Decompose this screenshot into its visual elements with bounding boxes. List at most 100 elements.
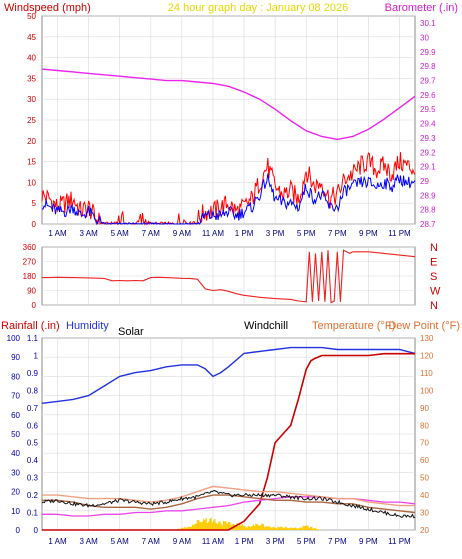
- x-tick-label: 5 PM: [297, 537, 316, 546]
- wind-y-tick: 50: [27, 12, 36, 21]
- barometer-y-tick: 28.8: [420, 206, 436, 215]
- x-tick-label: 11 AM: [202, 229, 224, 238]
- x-tick-label: 3 PM: [266, 229, 285, 238]
- compass-label: E: [430, 257, 437, 269]
- x-tick-label: 9 AM: [173, 229, 192, 238]
- rain-y-tick: 0.6: [27, 421, 39, 430]
- humidity-line: [41, 346, 416, 404]
- windchill-line: [41, 489, 416, 519]
- x-tick-label: 5 AM: [111, 229, 130, 238]
- barometer-y-tick: 30: [420, 34, 429, 43]
- barometer-y-tick: 29.3: [420, 134, 436, 143]
- wind-y-tick: 10: [27, 178, 36, 187]
- temperature-y-tick: 40: [420, 491, 429, 500]
- temperature-y-tick: 50: [420, 474, 429, 483]
- temperature-line: [42, 485, 415, 507]
- barometer-y-tick: 28.9: [420, 191, 436, 200]
- temperature-label: Temperature (°F): [312, 320, 395, 332]
- direction-y-tick: 0: [32, 301, 37, 310]
- rain-y-tick: 1: [34, 351, 39, 360]
- temperature-y-tick: 70: [420, 439, 429, 448]
- rainfall-line: [42, 352, 415, 531]
- x-tick-label: 11 AM: [202, 537, 224, 546]
- windspeed-axis-title: Windspeed (mph): [4, 2, 91, 14]
- rain-y-tick: 0.8: [27, 386, 39, 395]
- humidity-y-tick: 30: [11, 468, 20, 477]
- rain-y-tick: 0.5: [27, 439, 39, 448]
- humidity-y-tick: 0: [16, 526, 21, 535]
- barometer-y-tick: 29: [420, 177, 429, 186]
- rainfall-label: Rainfall (.in): [1, 320, 60, 332]
- direction-y-tick: 360: [23, 243, 37, 252]
- humidity-y-tick: 80: [11, 372, 20, 381]
- temperature-y-tick: 90: [420, 404, 429, 413]
- x-tick-label: 9 AM: [173, 537, 192, 546]
- temperature-y-tick: 120: [420, 351, 434, 360]
- temperature-y-tick: 100: [420, 386, 434, 395]
- barometer-y-tick: 29.6: [420, 91, 436, 100]
- x-tick-label: 11 PM: [388, 537, 411, 546]
- wind-y-tick: 25: [27, 116, 36, 125]
- direction-y-tick: 270: [23, 258, 37, 267]
- humidity-y-tick: 50: [11, 430, 20, 439]
- temperature-y-tick: 80: [420, 421, 429, 430]
- x-tick-label: 1 AM: [48, 229, 67, 238]
- rain-y-tick: 0.2: [27, 491, 39, 500]
- compass-label: N: [430, 242, 438, 254]
- temperature-y-tick: 110: [420, 369, 433, 378]
- x-tick-label: 11 PM: [388, 229, 411, 238]
- direction-y-tick: 90: [27, 287, 36, 296]
- rain-y-tick: 0.3: [27, 474, 39, 483]
- barometer-y-tick: 29.9: [420, 48, 436, 57]
- wind-direction-line: [42, 249, 416, 304]
- barometer-y-tick: 29.7: [420, 77, 436, 86]
- x-tick-label: 1 PM: [235, 229, 254, 238]
- compass-label: N: [430, 300, 438, 312]
- humidity-y-tick: 20: [11, 488, 20, 497]
- barometer-y-tick: 29.5: [420, 105, 436, 114]
- x-tick-label: 1 AM: [48, 537, 67, 546]
- x-tick-label: 5 AM: [111, 537, 130, 546]
- windchill-label: Windchill: [244, 320, 288, 332]
- barometer-y-tick: 29.8: [420, 62, 436, 71]
- wind-y-tick: 0: [32, 220, 37, 229]
- wind-y-tick: 35: [27, 74, 36, 83]
- compass-label: W: [430, 286, 441, 298]
- barometer-y-tick: 29.2: [420, 148, 436, 157]
- wind-y-tick: 15: [27, 158, 36, 167]
- barometer-y-tick: 29.4: [420, 120, 436, 129]
- rain-y-tick: 0.7: [27, 404, 39, 413]
- dewpoint-line: [42, 494, 416, 514]
- x-tick-label: 3 AM: [80, 229, 99, 238]
- compass-label: S: [430, 271, 437, 283]
- barometer-line: [41, 68, 416, 141]
- x-tick-label: 5 PM: [297, 229, 316, 238]
- rain-y-tick: 0: [34, 526, 39, 535]
- rain-y-tick: 1.1: [27, 334, 39, 343]
- solar-label: Solar: [118, 326, 144, 338]
- rain-y-tick: 0.1: [27, 509, 39, 518]
- temperature-y-tick: 20: [420, 526, 429, 535]
- wind-average-line: [42, 173, 416, 226]
- dewpoint-label: Dew Point (°F): [388, 320, 460, 332]
- temperature-y-tick: 30: [420, 509, 429, 518]
- humidity-label: Humidity: [66, 320, 109, 332]
- x-tick-label: 7 AM: [142, 229, 161, 238]
- barometer-y-tick: 28.7: [420, 220, 436, 229]
- rain-y-tick: 0.4: [27, 456, 39, 465]
- direction-y-tick: 180: [23, 272, 37, 281]
- humidity-y-tick: 70: [11, 392, 20, 401]
- x-tick-label: 7 PM: [328, 229, 347, 238]
- graph-title: 24 hour graph day : January 08 2026: [168, 2, 348, 14]
- x-tick-label: 1 PM: [235, 537, 254, 546]
- temperature-y-tick: 60: [420, 456, 429, 465]
- wind-y-tick: 20: [27, 137, 36, 146]
- humidity-y-tick: 40: [11, 449, 20, 458]
- windspeed-line: [41, 152, 416, 226]
- wind-y-tick: 5: [32, 199, 37, 208]
- wind-y-tick: 30: [27, 95, 36, 104]
- humidity-y-tick: 60: [11, 411, 20, 420]
- barometer-axis-title: Barometer (.in): [385, 2, 458, 14]
